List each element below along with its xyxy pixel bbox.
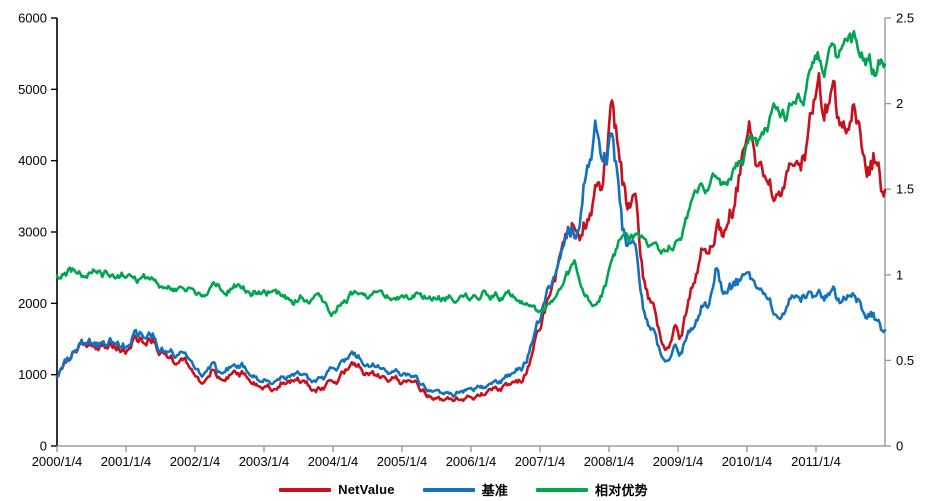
y-left-tick-label: 0	[40, 439, 47, 454]
x-tick-label: 2009/1/4	[653, 454, 704, 469]
series-line-relative-advantage	[55, 29, 887, 318]
legend-item-netvalue: NetValue	[279, 482, 395, 497]
y-left-tick-label: 4000	[18, 153, 47, 168]
legend-swatch-netvalue	[279, 487, 332, 492]
chart-legend: NetValue 基准 相对优势	[0, 480, 927, 499]
y-right-tick-label: 1	[896, 267, 903, 282]
x-tick-label: 2001/1/4	[101, 454, 152, 469]
y-right-tick-label: 1.5	[896, 182, 914, 197]
y-right-tick-label: 2	[896, 96, 903, 111]
y-left-tick-label: 6000	[18, 11, 47, 26]
x-tick-label: 2007/1/4	[515, 454, 566, 469]
x-tick-label: 2004/1/4	[308, 454, 359, 469]
legend-item-relative-advantage: 相对优势	[536, 480, 648, 499]
y-right-tick-label: 0.5	[896, 353, 914, 368]
legend-label-relative-advantage: 相对优势	[595, 483, 648, 498]
series-line-benchmark	[55, 119, 887, 398]
y-left-tick-label: 3000	[18, 225, 47, 240]
x-tick-label: 2008/1/4	[584, 454, 635, 469]
legend-label-netvalue: NetValue	[338, 482, 395, 497]
legend-swatch-relative-advantage	[536, 487, 589, 492]
x-tick-label: 2010/1/4	[722, 454, 773, 469]
y-right-tick-label: 0	[896, 439, 903, 454]
x-tick-label: 2002/1/4	[170, 454, 221, 469]
y-left-tick-label: 5000	[18, 82, 47, 97]
legend-swatch-benchmark	[422, 487, 475, 492]
y-left-tick-label: 1000	[18, 367, 47, 382]
y-left-tick-label: 2000	[18, 296, 47, 311]
x-tick-label: 2006/1/4	[446, 454, 497, 469]
series-line-netvalue	[55, 71, 887, 403]
legend-label-benchmark: 基准	[481, 483, 509, 498]
x-tick-label: 2003/1/4	[239, 454, 290, 469]
y-right-tick-label: 2.5	[896, 11, 914, 26]
x-tick-label: 2011/1/4	[791, 454, 841, 469]
legend-item-benchmark: 基准	[422, 480, 509, 499]
x-tick-label: 2000/1/4	[32, 454, 83, 469]
x-tick-label: 2005/1/4	[377, 454, 428, 469]
